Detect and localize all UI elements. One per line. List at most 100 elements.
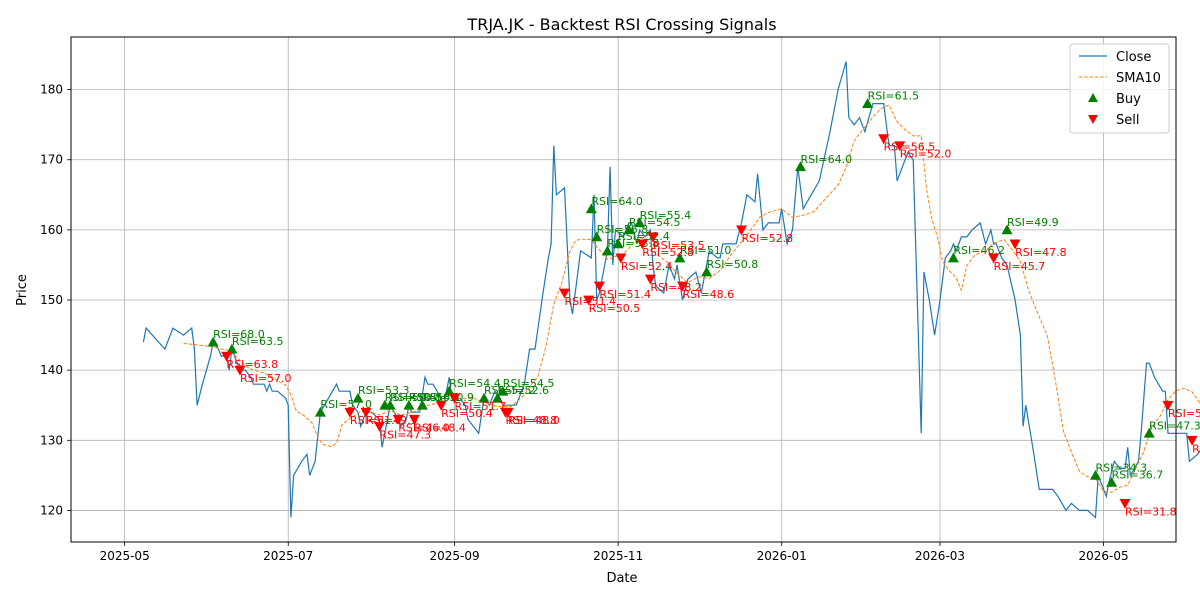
sell-signal-marker bbox=[1009, 239, 1021, 250]
y-tick-label: 120 bbox=[40, 503, 63, 517]
buy-signal-label: RSI=61.5 bbox=[868, 90, 920, 103]
buy-signal-marker bbox=[497, 385, 509, 396]
legend-sma10-label: SMA10 bbox=[1116, 71, 1161, 86]
sell-signal-marker bbox=[677, 281, 689, 292]
sell-signal-label: RSI=31.8 bbox=[1125, 505, 1177, 518]
sell-signal-marker bbox=[988, 253, 1000, 264]
ticks-layer: 2025-05 2025-07 2025-09 2025-11 2026-01 2026-… bbox=[40, 83, 1129, 563]
sell-signal-label: RSI=52.8 bbox=[642, 246, 694, 259]
buy-signal-marker bbox=[416, 399, 428, 410]
sell-signal-label: RSI=52.0 bbox=[900, 148, 952, 161]
x-tick-label: 2025-07 bbox=[263, 549, 313, 563]
buy-signal-marker bbox=[862, 98, 874, 109]
sell-signal-label: RSI=47.8 bbox=[1015, 246, 1067, 259]
buy-signal-marker bbox=[226, 343, 238, 354]
legend-sell-swatch bbox=[1088, 115, 1098, 124]
buy-signal-marker bbox=[1106, 476, 1118, 487]
x-axis-title: Date bbox=[606, 571, 637, 586]
y-axis-title: Price bbox=[15, 274, 30, 306]
buy-signal-marker bbox=[591, 231, 603, 242]
buy-signal-label: RSI=54.4 bbox=[449, 377, 501, 390]
buy-signal-label: RSI=53.3 bbox=[358, 384, 410, 397]
buy-signal-label: RSI=50.9 bbox=[422, 391, 474, 404]
y-tick-label: 160 bbox=[40, 223, 63, 237]
sell-signal-marker bbox=[502, 407, 514, 418]
sma10-series-line bbox=[183, 104, 1200, 493]
sell-signal-marker bbox=[373, 421, 385, 432]
buy-signal-marker bbox=[601, 245, 613, 256]
buy-signal-label: RSI=50.8 bbox=[707, 258, 759, 271]
buy-signal-marker bbox=[1143, 427, 1155, 438]
chart-title: TRJA.JK - Backtest RSI Crossing Signals bbox=[466, 15, 776, 34]
sell-signal-marker bbox=[615, 253, 627, 264]
sell-signal-marker bbox=[234, 365, 246, 376]
sell-signal-marker bbox=[360, 407, 372, 418]
legend-sell-label: Sell bbox=[1116, 113, 1139, 128]
buy-signal-label: RSI=54.5 bbox=[503, 377, 555, 390]
buy-signal-marker bbox=[1001, 224, 1013, 235]
sell-signal-label: RSI=48.0 bbox=[508, 414, 560, 427]
buy-signal-marker bbox=[384, 399, 396, 410]
sell-signal-label: RSI=45.5 bbox=[1192, 442, 1200, 455]
x-tick-label: 2025-05 bbox=[100, 549, 150, 563]
sell-signal-label: RSI=52.8 bbox=[742, 232, 794, 245]
legend-close-label: Close bbox=[1116, 50, 1151, 65]
buy-signal-marker bbox=[947, 252, 959, 263]
sell-signal-marker bbox=[647, 232, 659, 243]
buy-signal-marker bbox=[1090, 469, 1102, 480]
sell-signal-marker bbox=[221, 351, 233, 362]
sell-signal-label: RSI=63.8 bbox=[227, 358, 279, 371]
buy-signal-label: RSI=34.3 bbox=[1096, 461, 1148, 474]
sell-signal-label: RSI=48.4 bbox=[414, 421, 466, 434]
x-tick-label: 2026-05 bbox=[1079, 549, 1129, 563]
sell-signal-marker bbox=[583, 295, 595, 306]
y-tick-label: 180 bbox=[40, 83, 63, 97]
sell-signal-marker bbox=[636, 239, 648, 250]
buy-signal-marker bbox=[443, 385, 455, 396]
legend: Close SMA10 Buy Sell bbox=[1069, 43, 1170, 134]
sell-signal-marker bbox=[736, 225, 748, 236]
sell-signal-label: RSI=51.4 bbox=[599, 288, 651, 301]
sell-signal-label: RSI=51.0 bbox=[350, 414, 402, 427]
legend-box bbox=[1069, 43, 1170, 134]
buy-signal-marker bbox=[314, 406, 326, 417]
buy-signal-label: RSI=52.6 bbox=[497, 384, 549, 397]
close-series-line bbox=[142, 61, 1200, 519]
buy-signal-marker bbox=[634, 217, 646, 228]
buy-signal-marker bbox=[674, 252, 686, 263]
buy-signal-label: RSI=55.4 bbox=[640, 209, 692, 222]
legend-buy-swatch bbox=[1088, 93, 1098, 102]
x-tick-label: 2026-03 bbox=[915, 549, 965, 563]
buy-signal-marker bbox=[701, 266, 713, 277]
y-tick-label: 150 bbox=[40, 293, 63, 307]
buy-signal-label: RSI=63.5 bbox=[232, 335, 284, 348]
buy-signal-marker bbox=[623, 224, 635, 235]
sell-signal-label: RSI=51.0 bbox=[1168, 407, 1200, 420]
buy-signal-label: RSI=64.0 bbox=[591, 195, 643, 208]
sell-signal-label: RSI=52.4 bbox=[621, 260, 673, 273]
x-tick-label: 2025-11 bbox=[593, 549, 643, 563]
sell-signal-marker bbox=[894, 141, 906, 152]
buy-signal-label: RSI=64.0 bbox=[801, 153, 853, 166]
buy-signal-marker bbox=[612, 238, 624, 249]
buy-signal-label: RSI=49.9 bbox=[1007, 216, 1059, 229]
buy-signal-label: RSI=50.8 bbox=[390, 391, 442, 404]
buy-signal-marker bbox=[491, 392, 503, 403]
sell-signal-label: RSI=45.7 bbox=[994, 260, 1046, 273]
sell-signal-marker bbox=[435, 400, 447, 411]
buy-signal-label: RSI=68.0 bbox=[213, 328, 265, 341]
sell-signal-label: RSI=50.4 bbox=[441, 407, 493, 420]
sell-signal-marker bbox=[1119, 499, 1131, 509]
x-tick-label: 2025-09 bbox=[429, 549, 479, 563]
buy-signal-marker bbox=[207, 336, 219, 347]
y-tick-label: 130 bbox=[40, 433, 63, 447]
buy-signal-marker bbox=[795, 161, 807, 172]
sell-signal-marker bbox=[558, 288, 570, 299]
buy-signal-label: RSI=51.0 bbox=[680, 244, 732, 257]
sell-signal-label: RSI=48.8 bbox=[505, 414, 557, 427]
series-layer bbox=[142, 61, 1200, 519]
sell-signal-marker bbox=[1162, 400, 1174, 411]
sell-signal-marker bbox=[392, 414, 404, 425]
y-tick-label: 170 bbox=[40, 153, 63, 167]
